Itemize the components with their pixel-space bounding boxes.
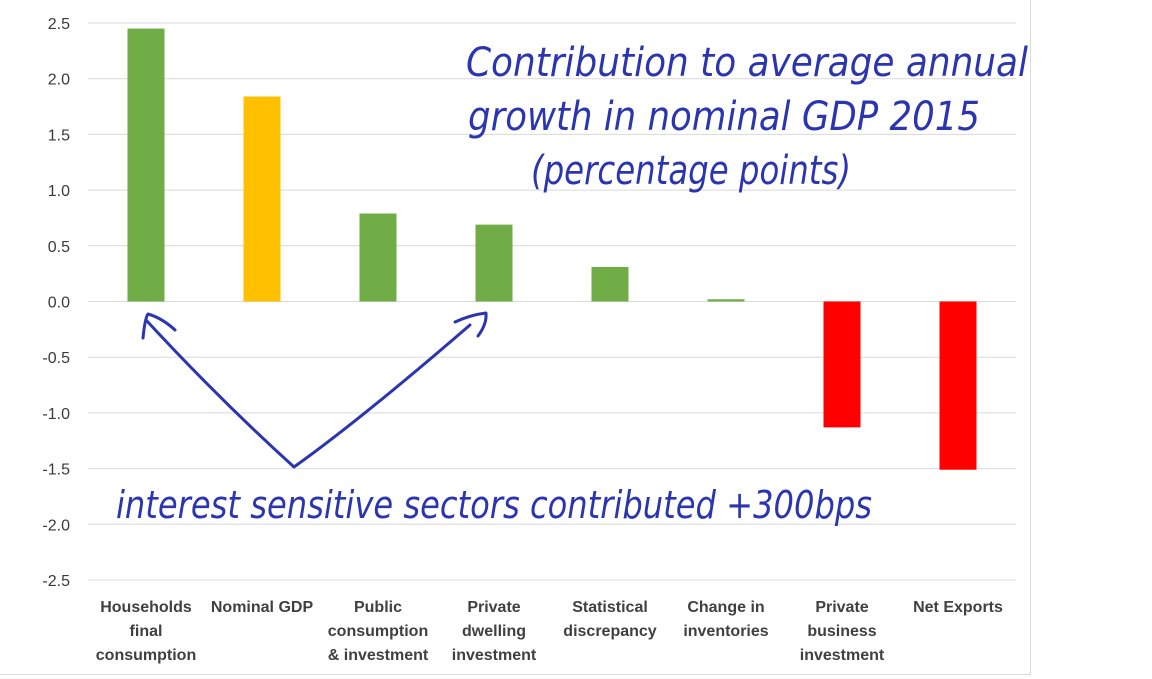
category-label-line: business [807, 623, 876, 640]
category-label-line: Households [100, 599, 192, 616]
category-label: Change in inventories [683, 599, 768, 640]
handwritten-arrows [141, 311, 488, 469]
category-label: Private dwelling investment [452, 599, 537, 664]
y-tick-label: -2.0 [42, 517, 70, 534]
category-label-line: Net Exports [913, 599, 1003, 616]
bar [823, 301, 861, 428]
annotation-title-line-2: growth in nominal GDP 2015 [468, 94, 980, 140]
arrow-head-left [141, 312, 177, 340]
category-label: Private business investment [800, 599, 885, 664]
category-label-line: inventories [683, 623, 768, 640]
annotation-title-line-1: Contribution to average annual [466, 40, 1028, 86]
bar [243, 96, 281, 302]
y-tick-label: -2.5 [42, 573, 70, 590]
y-tick-label: 2.5 [48, 16, 70, 33]
y-tick-label: -0.5 [42, 350, 70, 367]
handwritten-title: Contribution to average annual growth in… [466, 40, 1028, 194]
category-label: Nominal GDP [211, 599, 314, 616]
category-label-line: Private [467, 599, 520, 616]
category-label-line: consumption [328, 623, 428, 640]
category-label-line: investment [800, 647, 885, 664]
category-label: Net Exports [913, 599, 1003, 616]
category-label-line: dwelling [462, 623, 526, 640]
bar [475, 224, 513, 302]
category-label-line: Public [354, 599, 402, 616]
category-label: Public consumption & investment [328, 599, 429, 664]
category-label: Households final consumption [96, 599, 196, 664]
y-axis-ticks: 2.5 2.0 1.5 1.0 0.5 0.0 -0.5 -1.0 -1.5 -2.0 -2.5 [42, 16, 70, 590]
category-label-line: investment [452, 647, 537, 664]
category-label: Statistical discrepancy [563, 599, 656, 640]
category-label-line: & investment [328, 647, 429, 664]
arrow-line [144, 318, 472, 469]
y-tick-label: -1.5 [42, 462, 70, 479]
category-label-line: discrepancy [563, 623, 656, 640]
y-tick-label: 1.5 [48, 127, 70, 144]
category-label-line: Statistical [572, 599, 648, 616]
y-tick-label: 1.0 [48, 183, 70, 200]
y-tick-label: 0.0 [48, 295, 70, 312]
gridlines [88, 22, 1016, 581]
bars [127, 28, 977, 470]
x-axis-category-labels: Households final consumption Nominal GDP Pub… [96, 599, 1003, 664]
annotation-title-line-3: (percentage points) [531, 148, 851, 194]
y-tick-label: 0.5 [48, 239, 70, 256]
bar [939, 301, 977, 470]
bar [127, 28, 165, 302]
bar [591, 266, 629, 302]
category-label-line: final [130, 623, 163, 640]
y-tick-label: -1.0 [42, 406, 70, 423]
arrow-head-right [453, 311, 488, 338]
category-label-line: Change in [687, 599, 764, 616]
y-tick-label: 2.0 [48, 72, 70, 89]
category-label-line: Private [815, 599, 868, 616]
annotation-note: interest sensitive sectors contributed +… [116, 483, 872, 527]
chart-frame [0, 0, 1031, 675]
category-label-line: Nominal GDP [211, 599, 314, 616]
category-label-line: consumption [96, 647, 196, 664]
bar [707, 299, 745, 302]
bar [359, 213, 397, 302]
